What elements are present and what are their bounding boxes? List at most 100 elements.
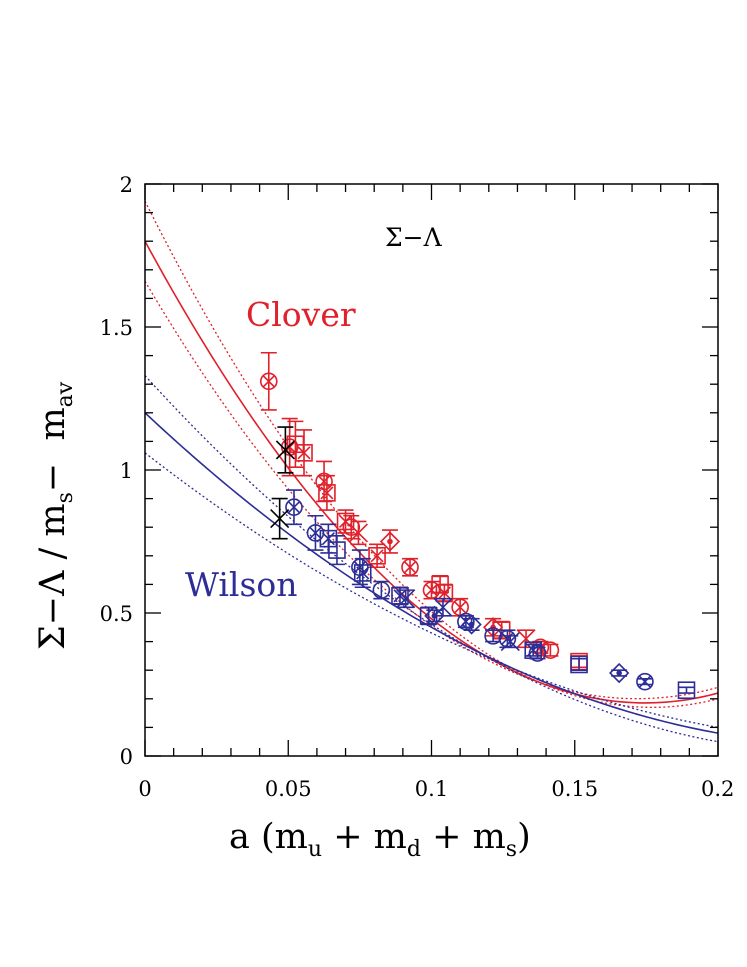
x-axis-label-mu: m bbox=[275, 817, 308, 857]
fit-curve bbox=[144, 452, 719, 729]
marker-diamond bbox=[424, 605, 445, 626]
marker-x bbox=[638, 675, 652, 689]
data-point bbox=[342, 514, 361, 540]
fit-curve bbox=[144, 200, 719, 709]
marker-square bbox=[328, 541, 346, 559]
x-tick-label: 0.2 bbox=[701, 777, 734, 801]
marker-x bbox=[433, 597, 453, 617]
data-point bbox=[270, 497, 290, 540]
marker-x bbox=[356, 566, 370, 580]
x-axis-label-a: a bbox=[229, 817, 250, 857]
marker-square bbox=[368, 546, 386, 565]
marker-circle bbox=[259, 372, 278, 391]
data-point bbox=[275, 426, 295, 474]
marker-dot bbox=[616, 670, 622, 676]
x-tick-label: 0 bbox=[138, 777, 151, 801]
marker-square bbox=[318, 484, 336, 502]
fit-curve bbox=[144, 240, 719, 704]
marker-circle bbox=[636, 672, 654, 691]
y-tick-label: 0.5 bbox=[100, 602, 133, 626]
fit-curve bbox=[144, 375, 719, 743]
fit-curves bbox=[144, 200, 719, 743]
marker-square bbox=[677, 681, 696, 700]
marker-x bbox=[321, 532, 335, 546]
plot-frame bbox=[144, 183, 719, 757]
marker-diamond bbox=[379, 531, 401, 552]
annotation-clover: Clover bbox=[246, 295, 356, 334]
axis-ticks bbox=[144, 183, 719, 757]
data-point bbox=[433, 597, 453, 617]
fit-curve bbox=[144, 412, 719, 734]
y-tick-label: 2 bbox=[120, 173, 133, 197]
y-axis-label-s: s bbox=[53, 492, 78, 503]
marker-x bbox=[437, 586, 451, 600]
x-axis-label-close: ) bbox=[517, 817, 531, 857]
marker-circle bbox=[541, 641, 560, 659]
marker-circle bbox=[528, 644, 547, 662]
x-tick-label: 0.05 bbox=[265, 777, 312, 801]
annotation-sigma-lambda: Σ−Λ bbox=[385, 223, 443, 252]
data-point bbox=[348, 520, 369, 546]
data-point bbox=[353, 557, 372, 589]
marker-x bbox=[320, 486, 334, 500]
marker-square bbox=[435, 584, 454, 602]
marker-x bbox=[297, 446, 311, 460]
marker-x bbox=[270, 509, 290, 529]
x-axis-label-u: u bbox=[308, 837, 322, 862]
data-point bbox=[396, 589, 416, 609]
data-point bbox=[285, 489, 303, 526]
fit-curve bbox=[144, 280, 719, 700]
marker-square bbox=[295, 444, 313, 462]
x-axis-label-ms: m bbox=[473, 817, 506, 857]
x-tick-label: 0.1 bbox=[415, 777, 448, 801]
y-axis-label-minus: − m bbox=[33, 407, 73, 492]
marker-x bbox=[287, 500, 301, 514]
marker-square bbox=[353, 564, 372, 582]
data-point bbox=[259, 351, 278, 411]
marker-dot bbox=[387, 538, 393, 545]
marker-x bbox=[353, 560, 367, 574]
marker-circle bbox=[484, 627, 502, 645]
y-tick-label: 1.5 bbox=[100, 316, 133, 340]
x-axis-label-open: ( bbox=[261, 817, 275, 857]
data-point bbox=[379, 529, 401, 554]
data-point bbox=[677, 681, 696, 700]
data-point bbox=[328, 534, 346, 566]
marker-x bbox=[500, 632, 520, 652]
y-axis-label-main: Σ−Λ / m bbox=[33, 503, 73, 650]
data-point bbox=[372, 580, 391, 600]
x-axis-label-plus1: + bbox=[333, 817, 362, 857]
data-point bbox=[461, 614, 482, 635]
x-tick-label: 0.15 bbox=[551, 777, 598, 801]
x-axis-label-s: s bbox=[506, 837, 517, 862]
data-point bbox=[528, 644, 547, 662]
data-point bbox=[484, 627, 502, 645]
data-point bbox=[306, 514, 325, 551]
data-point bbox=[401, 557, 419, 577]
marker-x bbox=[308, 526, 323, 540]
data-point bbox=[435, 583, 454, 603]
x-axis-label: a (mu + md + ms) bbox=[229, 817, 531, 862]
marker-circle bbox=[285, 498, 303, 516]
marker-x bbox=[403, 560, 417, 574]
marker-diamond bbox=[609, 662, 630, 684]
x-axis-label-d: d bbox=[407, 837, 421, 862]
annotation-wilson: Wilson bbox=[185, 565, 298, 604]
data-point bbox=[636, 672, 654, 691]
data-point bbox=[295, 429, 313, 477]
marker-circle bbox=[342, 518, 361, 537]
marker-x bbox=[453, 600, 467, 614]
marker-x bbox=[348, 523, 369, 543]
x-axis-label-md: m bbox=[374, 817, 407, 857]
marker-square bbox=[570, 655, 588, 674]
marker-x bbox=[370, 549, 384, 563]
marker-circle bbox=[401, 558, 419, 577]
marker-x bbox=[393, 589, 407, 603]
y-tick-label: 1 bbox=[120, 459, 133, 483]
y-axis-label: Σ−Λ / ms− mav bbox=[33, 381, 78, 650]
data-point bbox=[368, 543, 386, 569]
marker-x bbox=[516, 629, 536, 649]
tick-labels: 0 0.05 0.1 0.15 0.2 0 0.5 1 1.5 2 bbox=[100, 173, 735, 801]
marker-dot bbox=[468, 621, 475, 628]
